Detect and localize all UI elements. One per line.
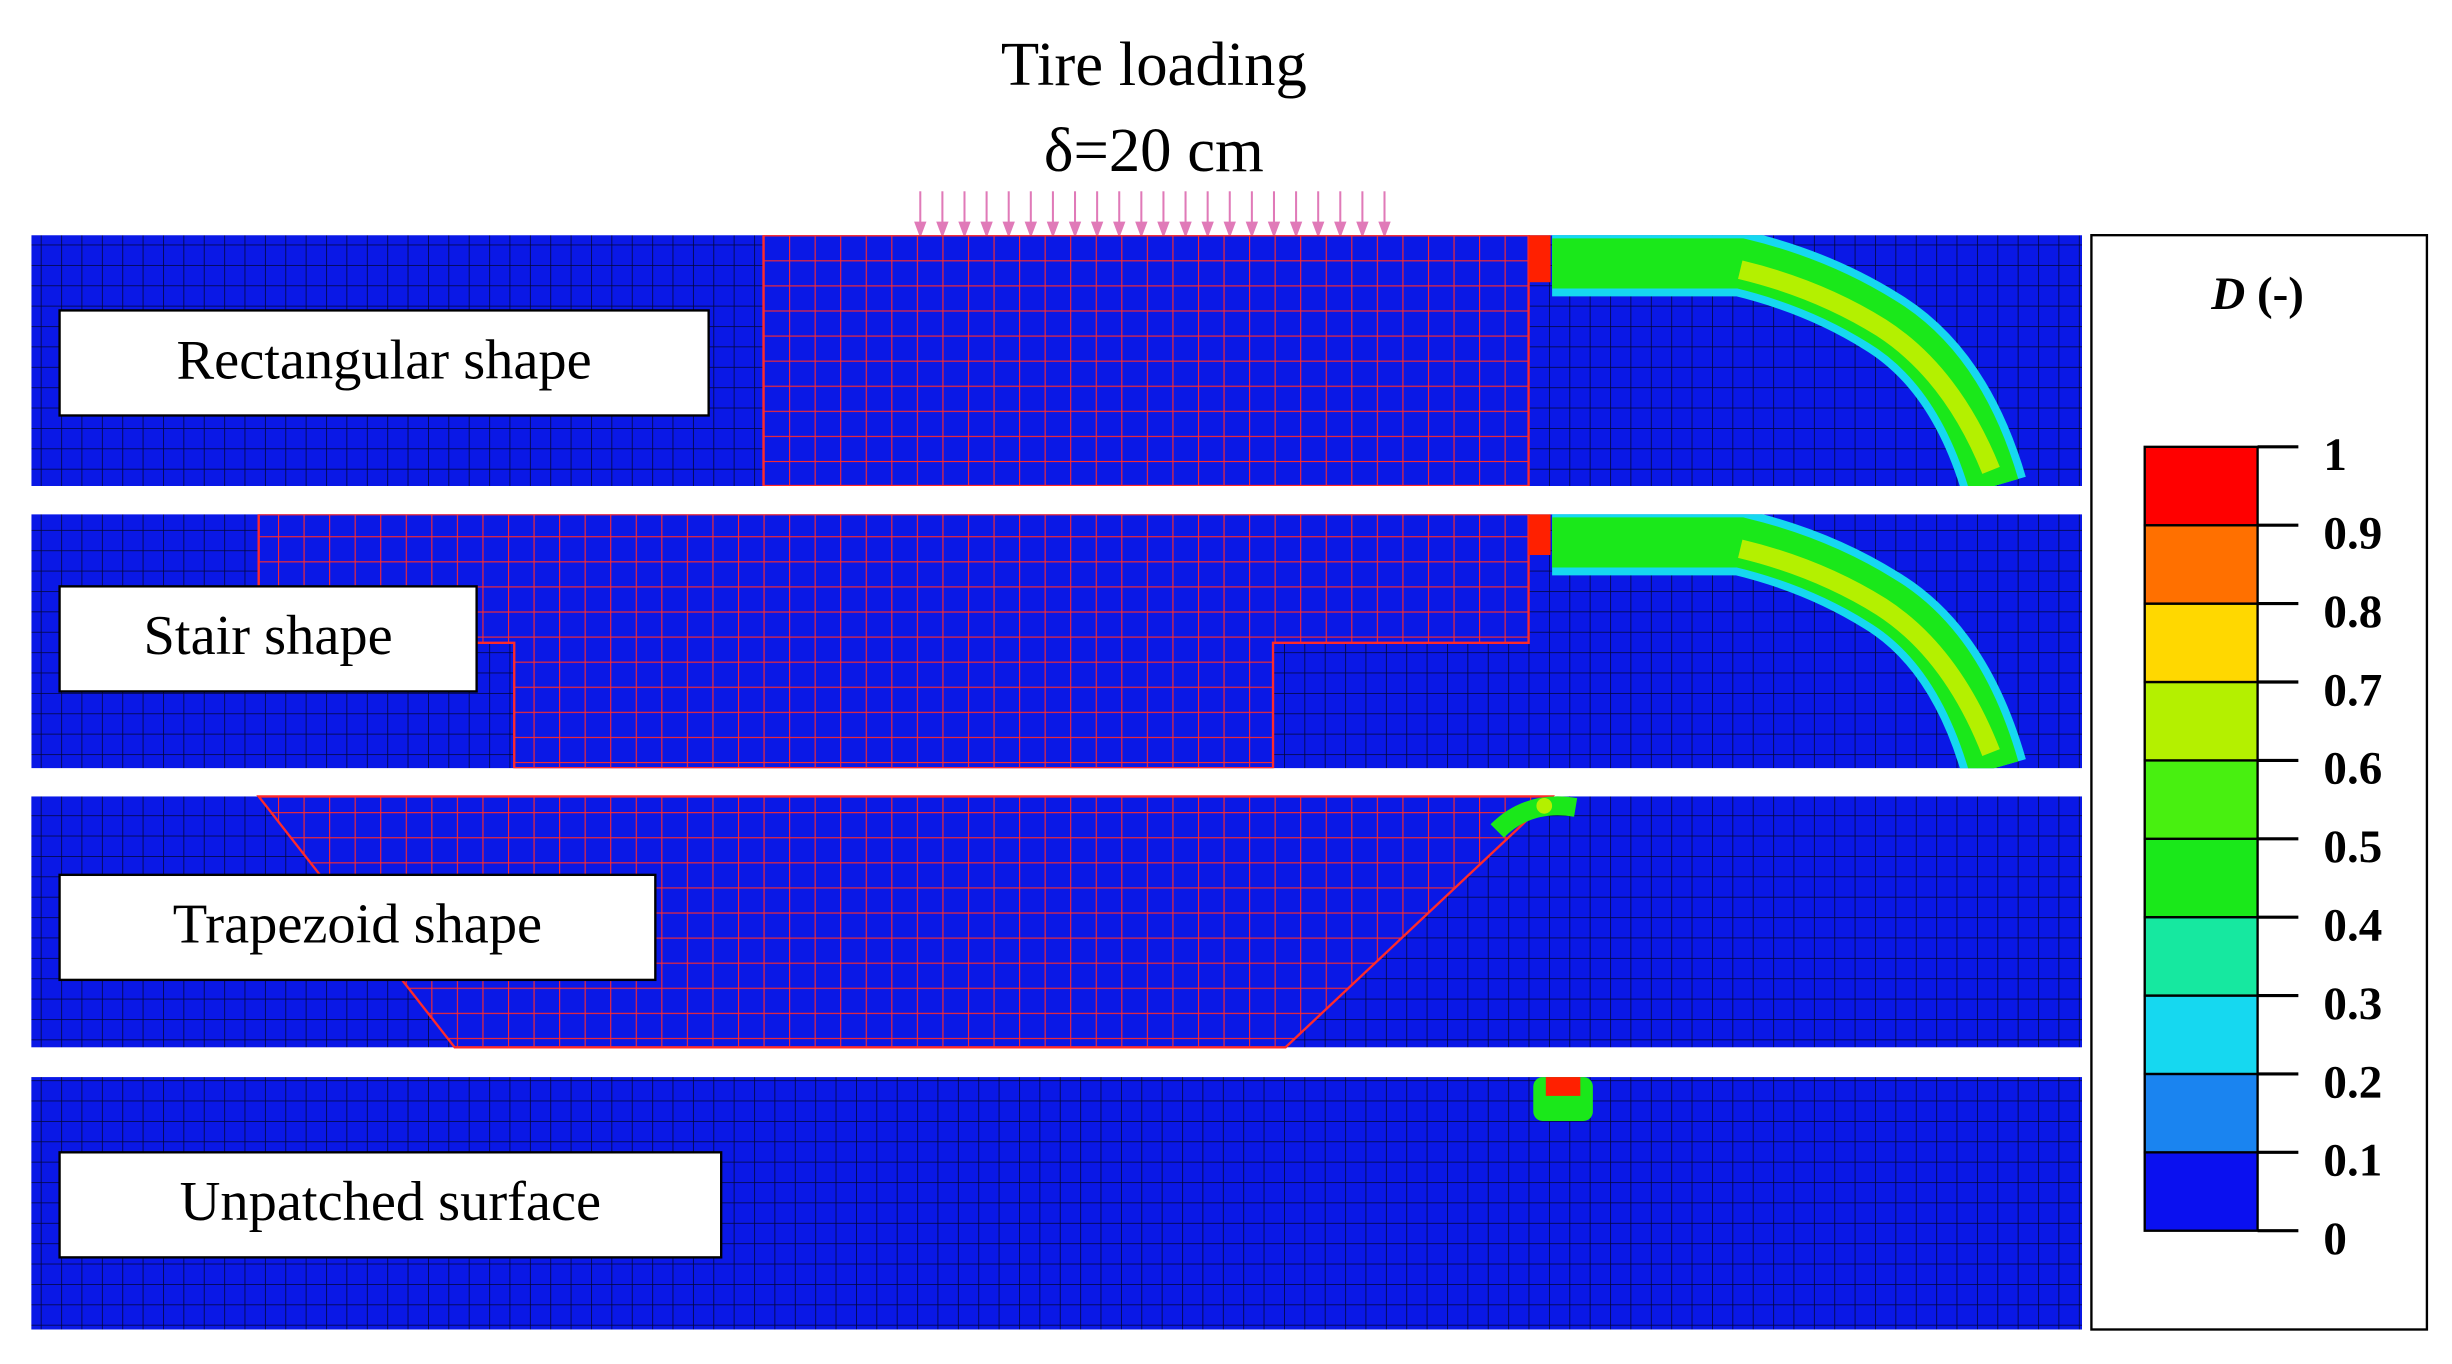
panel-label: Unpatched surface: [180, 1171, 601, 1233]
colorbar-segment: [2143, 837, 2259, 919]
arrow-head: [1068, 221, 1082, 239]
colorbar: 0 0.1 0.2 0.3 0.4 0.5 0.6 0.7 0.8 0.9 1: [2143, 429, 2382, 1265]
panel-label: Trapezoid shape: [173, 894, 542, 956]
panel-trapezoid: [31, 795, 2083, 1049]
colorbar-segment: [2143, 759, 2259, 840]
colorbar-tick-label: 1: [2323, 429, 2347, 481]
arrow-head: [1090, 221, 1104, 239]
arrow-head: [1245, 221, 1259, 239]
panel-stair: [31, 514, 2083, 769]
colorbar-segment: [2143, 1151, 2259, 1232]
arrow-head: [1046, 221, 1060, 239]
colorbar-segment: [2143, 680, 2259, 762]
title: Tire loading: [1001, 29, 1307, 99]
arrow-head: [1223, 221, 1236, 239]
colorbar-segment: [2143, 1072, 2259, 1154]
colorbar-title: D (-): [2210, 268, 2304, 320]
arrow-head: [1289, 221, 1303, 239]
label-box: [58, 585, 478, 693]
arrow-head: [1157, 221, 1170, 239]
subtitle: δ=20 cm: [1044, 115, 1264, 185]
arrow-head: [936, 221, 949, 239]
colorbar-segment: [2143, 994, 2259, 1076]
colorbar-tick-label: 0.9: [2323, 508, 2382, 560]
arrow-head: [1113, 221, 1126, 239]
arrow-head: [1201, 221, 1214, 239]
colorbar-symbol: D: [2210, 268, 2245, 320]
colorbar-tick-label: 0.5: [2323, 821, 2382, 873]
colorbar-unit: (-): [2257, 268, 2304, 320]
arrow-head: [1267, 221, 1281, 239]
colorbar-tick-label: 0.1: [2323, 1135, 2382, 1187]
colorbar-segment: [2143, 915, 2259, 997]
colorbar-tick-label: 0.4: [2323, 900, 2382, 952]
arrow-head: [1135, 221, 1148, 239]
label-box: [58, 1151, 723, 1259]
colorbar-tick-label: 0.2: [2323, 1056, 2382, 1108]
colorbar-segment: [2143, 524, 2259, 605]
arrow-head: [1356, 221, 1369, 239]
colorbar-tick-label: 0.6: [2323, 743, 2382, 795]
colorbar-tick-label: 0.3: [2323, 978, 2382, 1030]
arrow-head: [914, 221, 927, 239]
label-box: [58, 309, 710, 417]
panel-label: Rectangular shape: [177, 329, 592, 391]
panel-label: Stair shape: [144, 605, 393, 667]
load-arrows: [914, 191, 1391, 239]
arrow-head: [1179, 221, 1192, 239]
colorbar-tick-label: 0.7: [2323, 664, 2382, 716]
colorbar-tick-label: 0.8: [2323, 586, 2382, 638]
arrow-head: [1334, 221, 1347, 239]
arrow-head: [980, 221, 993, 239]
panel-rectangular: [31, 235, 2083, 487]
colorbar-segment: [2143, 445, 2259, 527]
arrow-head: [958, 221, 971, 239]
arrow-head: [1312, 221, 1325, 239]
arrow-head: [1378, 221, 1391, 239]
label-box: [58, 873, 657, 982]
arrow-head: [1024, 221, 1037, 239]
arrow-head: [1002, 221, 1015, 239]
colorbar-segment: [2143, 602, 2259, 684]
colorbar-tick-label: 0: [2323, 1213, 2347, 1265]
